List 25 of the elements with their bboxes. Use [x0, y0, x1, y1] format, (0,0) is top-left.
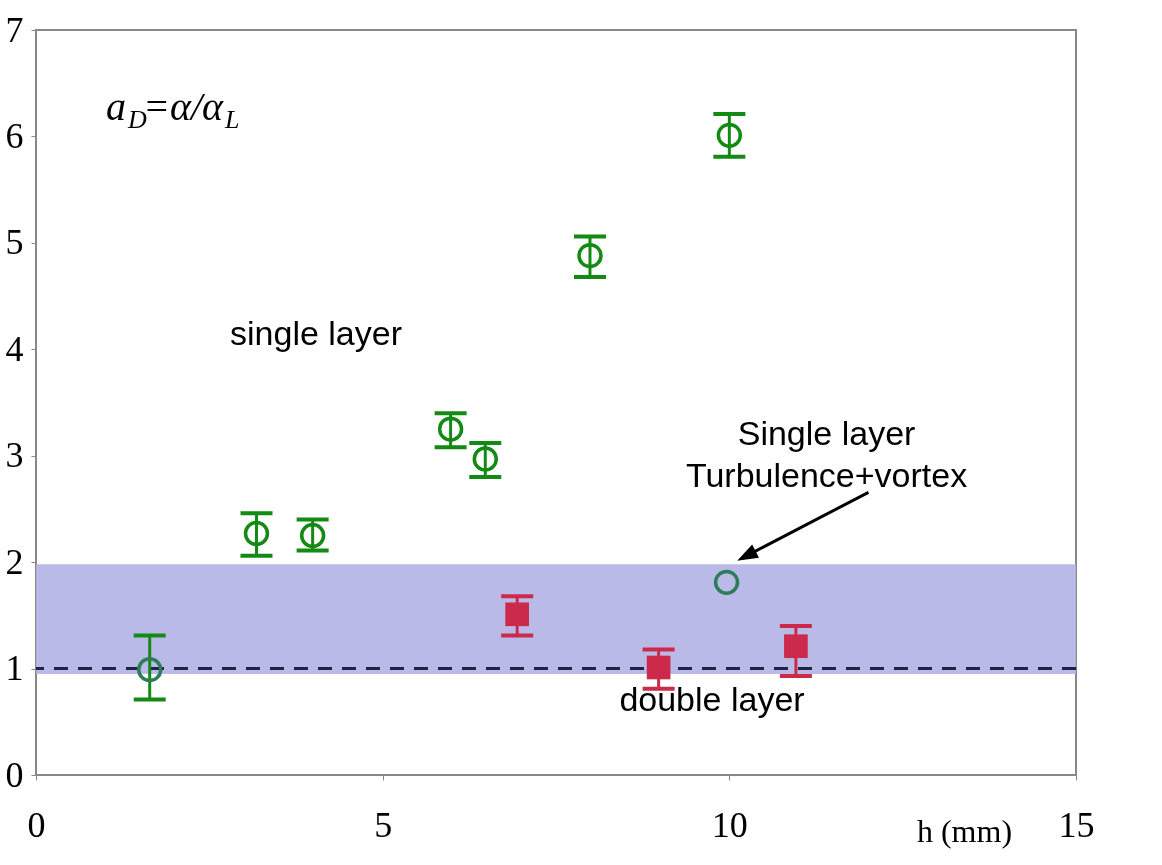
point: [784, 634, 808, 659]
annotation: single layer: [230, 314, 402, 352]
y-tick-label: 4: [5, 328, 24, 369]
y-tick-label: 0: [5, 754, 24, 795]
point: [437, 416, 464, 442]
point: [646, 655, 671, 680]
x-tick-label: 10: [711, 804, 748, 845]
point: [577, 242, 603, 269]
point: [713, 569, 740, 596]
y-tick-label: 5: [5, 222, 24, 263]
point: [137, 656, 163, 683]
annotation: Single layer Turbulence+vortex: [685, 414, 968, 495]
y-tick-label: 7: [5, 9, 24, 50]
x-tick-label: 5: [374, 804, 393, 845]
point: [243, 520, 270, 547]
point: [505, 602, 530, 627]
y-tick-label: 1: [5, 648, 24, 689]
point: [472, 446, 498, 472]
point: [716, 122, 743, 149]
x-tick-label: 15: [1058, 804, 1095, 845]
y-tick-label: 6: [5, 115, 24, 156]
x-axis-title: h (mm): [916, 812, 1013, 849]
y-tick-label: 3: [5, 435, 24, 476]
y-tick-label: 2: [5, 541, 24, 582]
band-label: double layer: [619, 679, 805, 718]
